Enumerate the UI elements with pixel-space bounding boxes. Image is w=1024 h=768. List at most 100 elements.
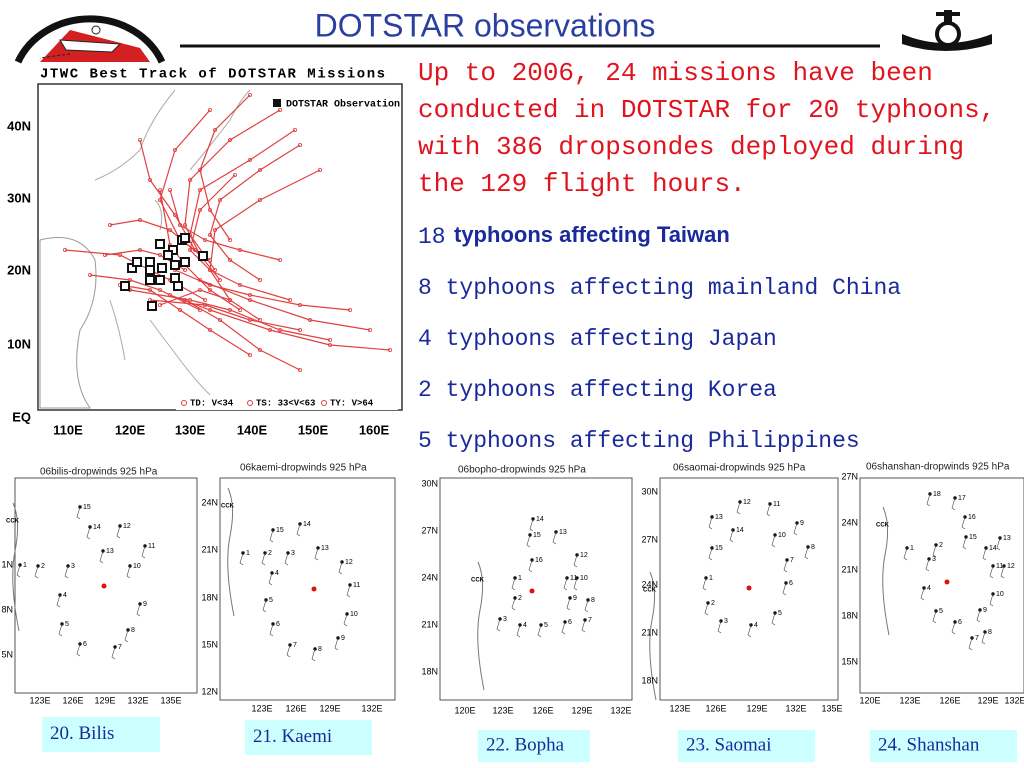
x-tick-label: 123E [899,695,920,705]
wind-barb [116,525,121,539]
legend-box [176,396,398,410]
wind-barb [516,624,521,638]
dropsonde-label: 3 [503,616,507,623]
track-point [177,222,182,227]
dropsonde-label: 12 [345,559,353,566]
x-tick-label: 123E [492,705,513,715]
taiwan-count: 18 [418,224,446,250]
wind-barb [771,612,776,626]
track-point [207,307,212,312]
coastline [39,237,97,409]
wind-barb [261,552,266,566]
dropsonde-label: 4 [63,592,67,599]
track-point [207,232,212,237]
y-tick-label: 18N [641,675,658,685]
observation-marker [157,263,167,273]
caption-box [478,730,590,762]
target-dot [101,583,107,589]
summary-line: with 386 dropsondes deployed during [418,132,964,162]
dropsonde-label: 9 [800,520,804,527]
dropsonde-label: 15 [83,504,91,511]
track-point [157,287,162,292]
observation-marker [145,275,155,285]
x-tick-label: 135E [160,695,181,705]
wind-barb [76,643,81,657]
wind-barb [338,561,343,575]
wind-barb [334,637,339,651]
dropsonde-label: 10 [996,591,1004,598]
legend-square [273,99,281,107]
taiwan-text: typhoons affecting Taiwan [454,222,730,247]
dropsonde-label: 14 [536,516,544,523]
coastline [649,571,657,701]
x-tick-label: 123E [251,703,272,713]
legend-symbol [321,400,327,406]
track-point [103,252,108,257]
track-point [197,167,202,172]
summary: Up to 2006, 24 missions have been conduct… [418,58,995,454]
track-point [227,137,232,142]
wind-barb [86,526,91,540]
dropwind-panel: 06shanshan-dropwinds 925 hPa 27N 24N 21N 18N… [841,462,1024,762]
wind-barb [262,599,267,613]
wind-barb [56,594,61,608]
observation-marker [145,265,155,275]
station-label: CCK [221,504,235,510]
dropsonde-label: 14 [93,524,101,531]
wind-barb [708,516,713,530]
wind-barb [563,577,568,591]
track-point [182,297,187,302]
track-point [167,187,172,192]
y-tick-label: 27N [841,471,858,481]
track-point [387,347,392,352]
y-tick-label: 24N [421,572,438,582]
target-dot [311,586,317,592]
y-tick-label: 15N [201,639,218,649]
map-title: JTWC Best Track of DOTSTAR Missions [40,67,385,83]
track-point [202,297,207,302]
legend-label: DOTSTAR Observation [286,99,400,111]
track-point [207,207,212,212]
track-point [247,352,252,357]
y-tick-label: 21N [421,619,438,629]
y-tick-label: 21N [201,544,218,554]
dropsonde-label: 6 [276,621,280,628]
wind-barb [511,577,516,591]
dropsonde-label: 13 [559,529,567,536]
dropsonde-label: 3 [932,556,936,563]
caption-box [245,720,372,755]
dropsonde-label: 6 [958,619,962,626]
wind-barb [932,610,937,624]
dropsonde-label: 14 [736,527,744,534]
wind-barb [284,552,289,566]
wind-barb [566,597,571,611]
caption: 21. Kaemi [253,726,332,747]
wind-barb [528,559,533,573]
dropsonde-label: 17 [958,495,966,502]
dropsonde-label: 8 [988,629,992,636]
y-tick-label: 30N [7,190,31,205]
dropsonde-label: 7 [118,644,122,651]
y-tick-label: 20N [7,262,31,277]
wind-barb [968,637,973,651]
coastline [12,502,20,632]
track-point [217,317,222,322]
dropsonde-label: 1 [518,575,522,582]
wind-barb [496,618,501,632]
track-point [227,297,232,302]
wind-barb [736,501,741,515]
y-tick-label: 30N [421,478,438,488]
wind-barb [126,565,131,579]
summary-item: 2 typhoons affecting Korea [418,377,777,403]
storm-track [189,129,296,271]
track-point [137,217,142,222]
summary-item: 8 typhoons affecting mainland China [418,275,901,301]
dropsonde-label: 12 [123,523,131,530]
wind-barb [511,597,516,611]
summary-item: 5 typhoons affecting Philippines [418,428,860,454]
dropsonde-label: 9 [143,601,147,608]
wind-barb [16,564,21,578]
observation-marker [163,250,173,260]
coastline [227,487,235,617]
wind-barb [314,547,319,561]
